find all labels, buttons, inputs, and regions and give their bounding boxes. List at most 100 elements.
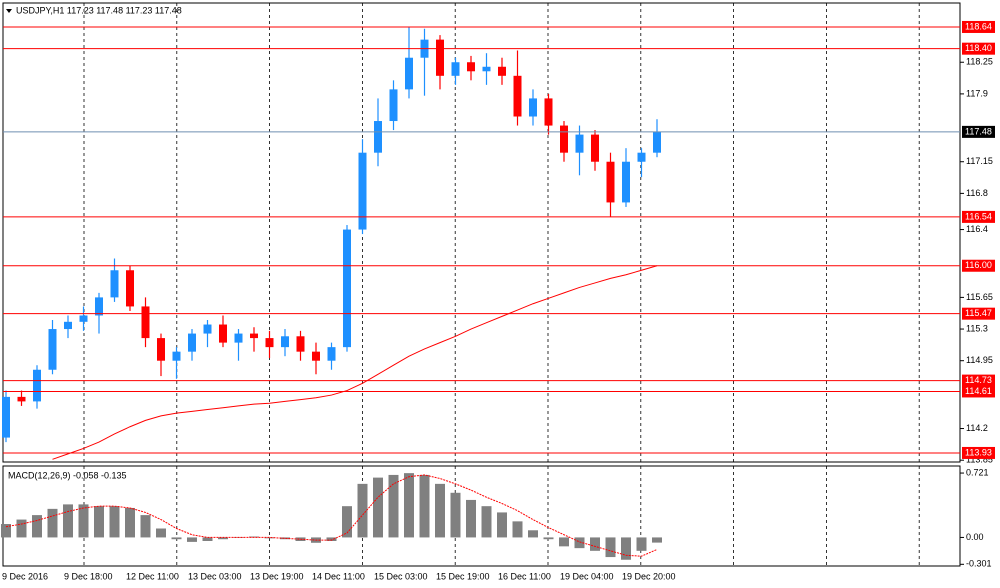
macd-bar — [652, 537, 662, 543]
macd-bar — [559, 537, 569, 547]
macd-title: MACD(12,26,9) -0.058 -0.135 — [8, 470, 127, 480]
last-price-box — [962, 125, 995, 138]
macd-bar — [342, 506, 352, 538]
candle-body — [157, 338, 165, 361]
candle-body — [2, 396, 10, 438]
candle-body — [312, 351, 320, 361]
macd-bar — [218, 537, 228, 540]
candle-body — [95, 297, 103, 316]
candle-body — [327, 347, 336, 361]
candle-body — [250, 333, 258, 339]
macd-bar — [388, 474, 399, 538]
macd-bar — [78, 504, 89, 538]
macd-bar — [264, 537, 275, 539]
candle-body — [343, 229, 351, 348]
x-tick-label: 13 Dec 19:00 — [250, 571, 304, 581]
macd-bar — [605, 537, 616, 558]
macd-bar — [94, 506, 104, 538]
macd-bar — [435, 483, 445, 538]
level-label: 113.93 — [965, 447, 992, 457]
level-label: 115.47 — [965, 308, 992, 318]
y-tick-label: 118.25 — [966, 57, 993, 67]
candle-body — [653, 131, 661, 153]
x-tick-label: 9 Dec 18:00 — [64, 571, 113, 581]
level-label-box — [962, 210, 995, 223]
y-tick-label: 0.721 — [966, 467, 989, 477]
x-tick-label: 19 Dec 20:00 — [622, 571, 676, 581]
y-tick-label: -0.301 — [966, 559, 992, 569]
x-tick-label: 15 Dec 19:00 — [436, 571, 490, 581]
macd-bar — [574, 537, 585, 549]
macd-bar — [32, 515, 42, 538]
y-tick-label: 116.8 — [966, 188, 988, 198]
candle-body — [188, 333, 196, 352]
level-label-box — [962, 259, 995, 272]
x-tick-label: 19 Dec 04:00 — [560, 571, 614, 581]
level-label-box — [962, 446, 995, 459]
candle-body — [64, 321, 72, 330]
candle-body — [110, 270, 119, 298]
macd-panel-frame — [2, 465, 961, 567]
macd-bar — [280, 537, 290, 540]
y-tick-label: 117.15 — [966, 156, 993, 166]
candle-body — [637, 152, 646, 162]
candle-body — [513, 75, 522, 117]
level-label: 116.54 — [965, 211, 992, 221]
candle-body — [498, 66, 506, 76]
macd-bar — [326, 537, 337, 541]
x-tick-label: 16 Dec 11:00 — [498, 571, 551, 581]
level-label-box — [962, 374, 995, 387]
macd-bar — [109, 506, 120, 538]
macd-bar — [47, 508, 58, 538]
macd-bar — [140, 515, 151, 538]
candle-body — [172, 351, 181, 361]
signal-line — [5, 474, 658, 557]
macd-bar — [357, 483, 368, 538]
candle-body — [126, 270, 134, 307]
candle-body — [234, 333, 243, 343]
level-label: 116.00 — [965, 260, 992, 270]
level-label-box — [962, 20, 995, 33]
price-panel-frame — [2, 2, 961, 463]
x-tick-label: 13 Dec 03:00 — [188, 571, 242, 581]
y-tick-label: 113.85 — [966, 455, 993, 465]
candle-body — [374, 121, 382, 153]
y-tick-label: 114.95 — [966, 355, 993, 365]
y-tick-label: 114.2 — [966, 423, 988, 433]
macd-bar — [450, 492, 461, 538]
candle-body — [48, 329, 57, 370]
candle-body — [33, 369, 41, 402]
y-tick-label: 116.4 — [966, 224, 988, 234]
candle-body — [405, 57, 413, 90]
macd-bar — [419, 474, 430, 538]
candle-body — [622, 161, 630, 203]
candle-body — [203, 324, 212, 334]
chart-title: USDJPY,H1 117.23 117.48 117.23 117.48 — [16, 5, 182, 15]
y-tick-label: 115.3 — [966, 323, 988, 333]
macd-bar — [528, 530, 538, 538]
macd-bar — [1, 524, 11, 538]
menu-arrow — [6, 9, 12, 13]
level-label-box — [962, 307, 995, 320]
candle-body — [529, 98, 537, 117]
level-label-box — [962, 42, 995, 55]
macd-bar — [125, 507, 135, 538]
level-label: 118.64 — [965, 21, 992, 31]
y-tick-label: 0.00 — [966, 532, 984, 542]
candle-body — [281, 336, 289, 348]
candle-body — [17, 396, 26, 402]
candle-body — [141, 306, 150, 339]
macd-bar — [636, 537, 647, 551]
macd-bar — [63, 504, 73, 538]
macd-bar — [16, 519, 27, 538]
macd-bar — [202, 537, 213, 541]
candle-body — [575, 134, 584, 153]
macd-bar — [171, 537, 182, 540]
x-tick-label: 9 Dec 2016 — [2, 571, 48, 581]
macd-bar — [187, 537, 197, 542]
candle-body — [358, 152, 367, 230]
candle-body — [451, 62, 460, 76]
macd-bar — [590, 537, 600, 551]
candle-body — [482, 66, 491, 72]
